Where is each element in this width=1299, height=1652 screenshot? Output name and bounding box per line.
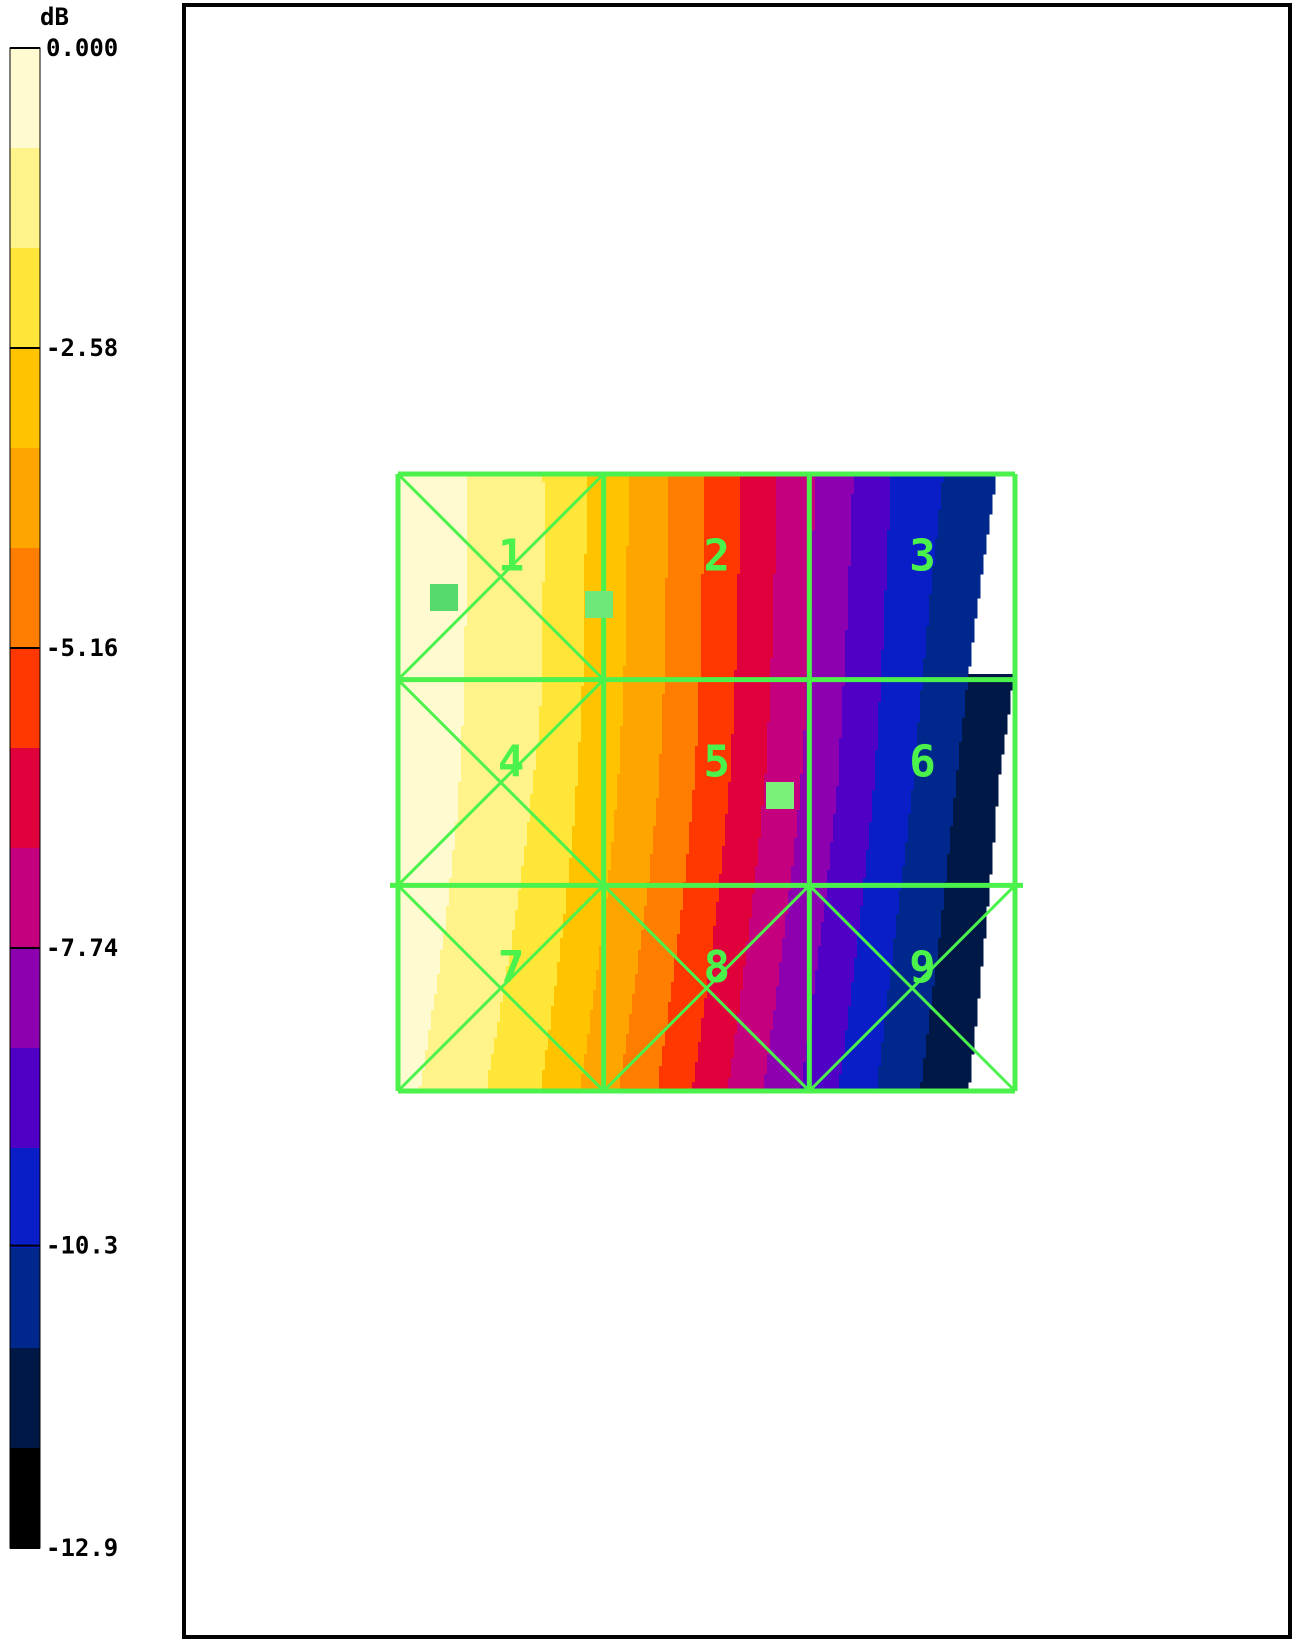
colorbar: dB 0.000 -2.58 -5.16 -7.74 -10.3 -12.9 bbox=[0, 0, 175, 1648]
colorbar-tick-label: -10.3 bbox=[46, 1232, 118, 1260]
colorbar-band bbox=[10, 1348, 40, 1449]
colorbar-tick-label: -5.16 bbox=[46, 634, 118, 662]
colorbar-band bbox=[10, 748, 40, 849]
colorbar-band bbox=[10, 348, 40, 449]
colorbar-tick-label: -2.58 bbox=[46, 334, 118, 362]
colorbar-band bbox=[10, 148, 40, 249]
colorbar-band bbox=[10, 848, 40, 949]
colorbar-tick-label: -7.74 bbox=[46, 934, 118, 962]
colorbar-tick-label: -12.9 bbox=[46, 1534, 118, 1562]
colorbar-unit-label: dB bbox=[40, 3, 69, 31]
colorbar-bands bbox=[10, 48, 40, 1549]
colorbar-band bbox=[10, 1248, 40, 1349]
colorbar-band bbox=[10, 448, 40, 549]
colorbar-band bbox=[10, 548, 40, 649]
colorbar-band bbox=[10, 48, 40, 149]
colorbar-svg: dB 0.000 -2.58 -5.16 -7.74 -10.3 -12.9 bbox=[9, 3, 118, 1562]
colorbar-band bbox=[10, 1048, 40, 1149]
colorbar-band bbox=[10, 948, 40, 1049]
colorbar-band bbox=[10, 648, 40, 749]
plot-frame bbox=[182, 3, 1292, 1639]
colorbar-band bbox=[10, 1148, 40, 1249]
colorbar-band bbox=[10, 248, 40, 349]
colorbar-ticks: 0.000 -2.58 -5.16 -7.74 -10.3 -12.9 bbox=[10, 34, 118, 1562]
colorbar-band bbox=[10, 1448, 40, 1549]
colorbar-tick-label: 0.000 bbox=[46, 34, 118, 62]
